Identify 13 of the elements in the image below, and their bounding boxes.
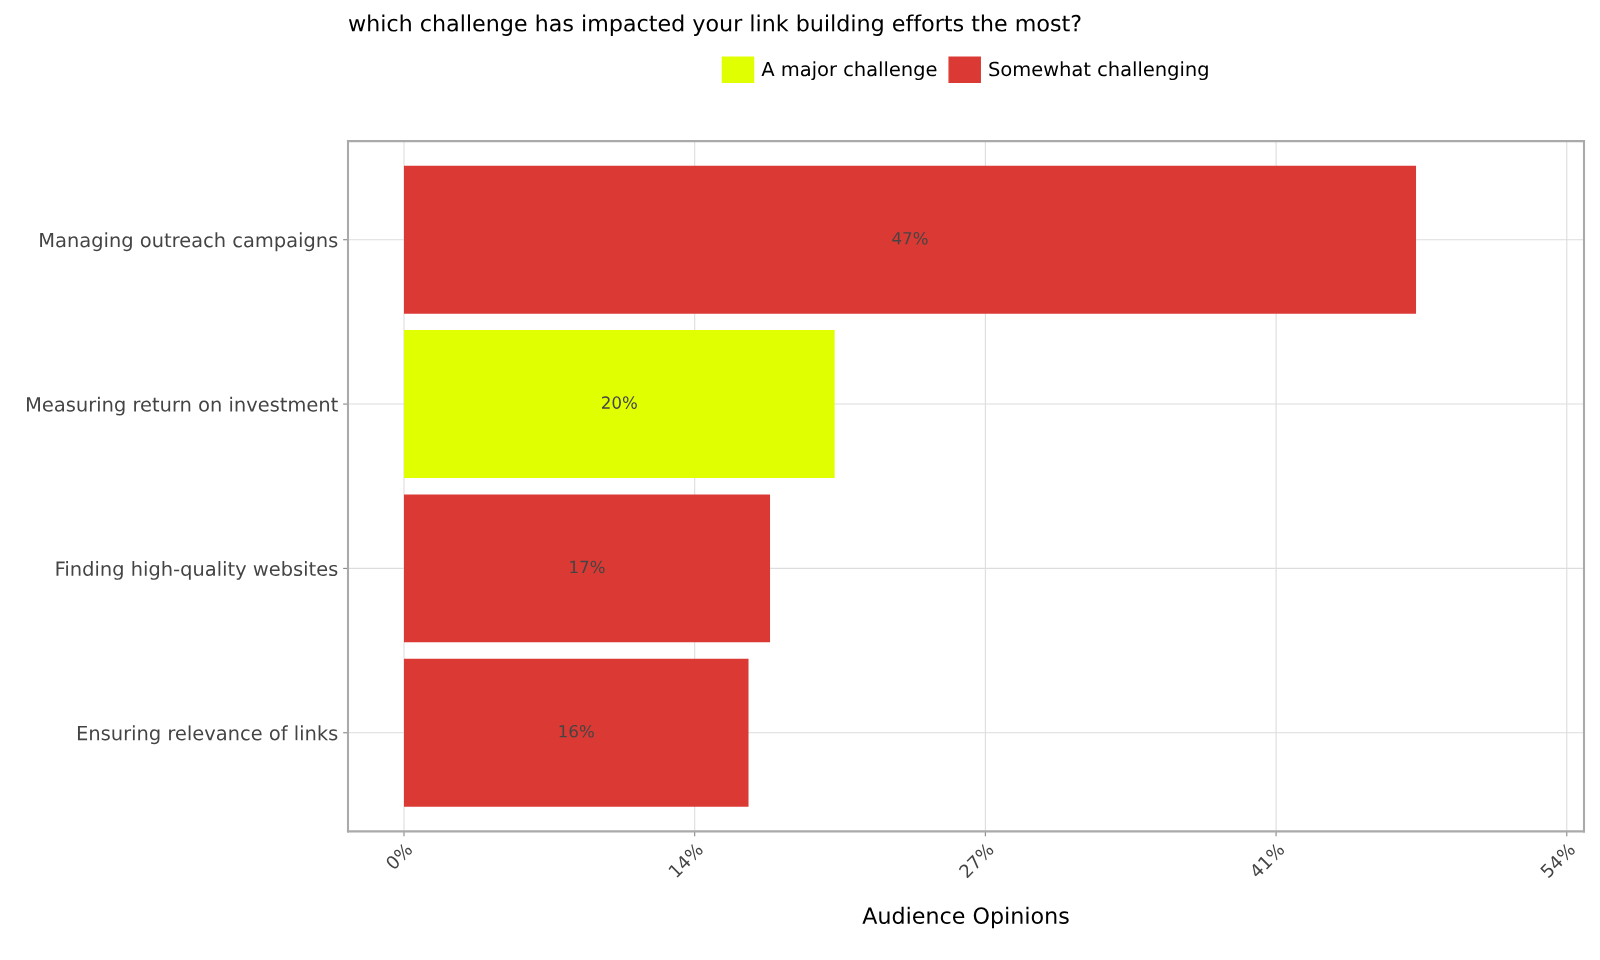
y-tick-label: Finding high-quality websites [56, 561, 338, 580]
x-axis-title: Audience Opinions [862, 906, 1069, 929]
y-tick-label: Ensuring relevance of links [77, 725, 338, 745]
x-tick-label: 0% [384, 842, 414, 871]
data-label: 20% [602, 396, 637, 409]
legend-label: A major challenge [761, 61, 937, 81]
chart-title: which challenge has impacted your link building efforts the most? [348, 14, 1081, 36]
data-label: 16% [559, 724, 594, 738]
y-tick-label: Measuring return on investment [27, 396, 338, 416]
data-label: 17% [570, 560, 605, 574]
legend-label: Somewhat challenging [989, 61, 1208, 81]
data-label: 47% [892, 231, 928, 245]
y-tick-label: Managing outreach campaigns [40, 232, 338, 252]
